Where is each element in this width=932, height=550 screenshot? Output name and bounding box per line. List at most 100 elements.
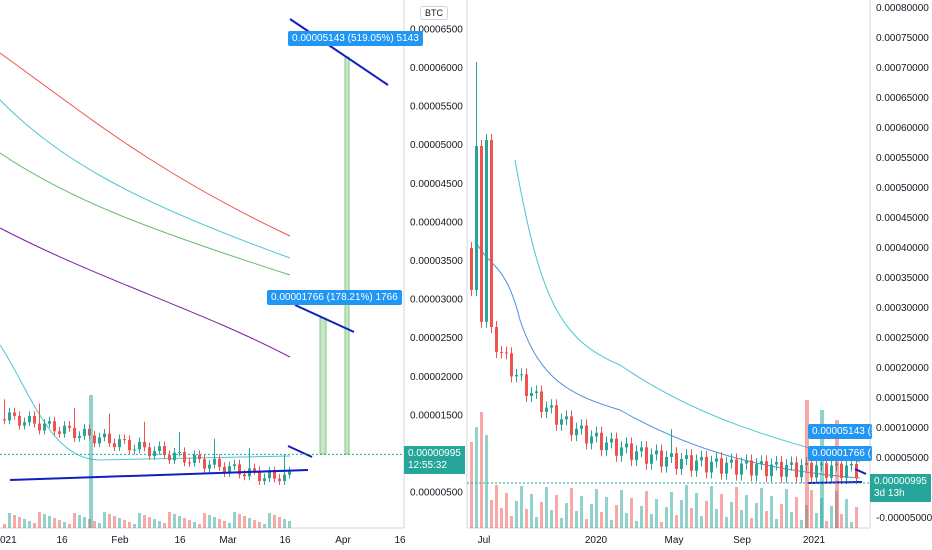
left-candle-body [253,468,256,472]
right-candle-body [740,463,743,475]
right-candle-body [715,458,718,462]
left-y-tick-label: 0.00004000 [410,217,463,228]
left-volume-bar [228,523,231,528]
left-candle-body [18,415,21,426]
left-candle-body [283,474,286,482]
left-candle-body [63,425,66,434]
right-volume-bar [475,427,478,528]
right-candle-body [620,447,623,456]
left-volume-bar [98,523,101,528]
left-volume-bar [73,513,76,528]
left-candle-body [23,422,26,426]
left-ma-red-line [0,52,291,237]
left-y-tick-label: 0.00002500 [410,333,463,344]
right-candle-body [785,464,788,477]
right-volume-spike-b [820,410,824,528]
right-volume-bar [700,516,703,528]
right-candle-body [750,460,753,476]
right-candle-body [855,463,858,479]
countdown-left: 12:55:32 [408,460,447,471]
right-candle-body [720,458,723,474]
right-volume-spike-c [835,420,839,528]
left-volume-bar [58,520,61,528]
right-y-tick-label: 0.00015000 [876,393,929,404]
left-volume-bar [148,517,151,528]
right-volume-bar [630,498,633,528]
left-volume-bar [168,512,171,528]
right-y-tick-label: 0.00060000 [876,123,929,134]
right-volume-bar [730,502,733,528]
left-candle-body [58,431,61,434]
right-volume-bar [620,490,623,528]
left-candle-body [128,439,131,451]
left-candle-body [213,458,216,465]
right-volume-bar [685,485,688,528]
right-volume-bar [810,490,813,528]
left-candle-body [8,412,11,421]
left-volume-bar [43,514,46,528]
right-y-tick-label: 0.00020000 [876,363,929,374]
left-candle-body [158,446,161,452]
left-support-trendline [9,469,309,481]
left-volume-bar [138,513,141,528]
measure-label-top-right: 0.00005143 (51 [808,424,872,439]
left-volume-bar [193,522,196,528]
right-volume-bar [645,491,648,528]
left-volume-bar [78,515,81,528]
right-volume-bar [845,499,848,528]
left-volume-bar [93,521,96,528]
right-y-tick-label: 0.00055000 [876,153,929,164]
left-volume-bar [123,520,126,528]
right-candle-body [695,460,698,471]
current-price-badge-left: 0.00000995 12:55:32 [404,446,465,474]
right-volume-bar [780,504,783,528]
left-candle-body [193,455,196,463]
right-candle-body [765,461,768,477]
left-volume-bar [143,515,146,528]
right-candle-body [840,463,843,479]
left-projection-bar-mid [319,317,327,455]
right-volume-bar [600,512,603,528]
right-volume-bar [525,509,528,528]
right-volume-bar [595,489,598,528]
right-candle-body [830,465,833,478]
left-candle-body [53,421,56,432]
left-volume-bar [83,517,86,528]
left-volume-bar [263,524,266,528]
right-candle-body [480,146,483,322]
right-x-tick-label: 2020 [585,535,608,546]
right-candle-body [640,447,643,452]
left-candle-body [108,433,111,444]
left-candle-body [143,441,146,448]
left-candle-body [43,423,46,431]
right-volume-bar [825,521,828,528]
right-candle-body [845,465,848,479]
right-y-tick-label: 0.00035000 [876,273,929,284]
right-candle-body [500,351,503,353]
left-candle-body [78,435,81,439]
right-candle-body [770,464,773,477]
right-candle-body [615,438,618,456]
right-volume-bar [585,519,588,528]
right-candle-body [600,432,603,451]
left-candle-body [68,425,71,428]
right-volume-bar [555,495,558,528]
right-candle-body [530,393,533,397]
left-volume-bar [128,522,131,528]
measure-label-mid-right: 0.00001766 (178 [808,446,872,461]
left-volume-bar [68,524,71,528]
left-candle-body [173,452,176,461]
left-x-tick-label: 021 [0,535,17,546]
left-volume-bar [278,517,281,528]
right-volume-bar [660,522,663,528]
left-y-tick-label: 0.00001500 [410,410,463,421]
left-candle-body [278,478,281,482]
right-candle-body [555,405,558,425]
right-candle-body [520,374,523,376]
left-candle-body [188,462,191,464]
currency-pill[interactable]: BTC [420,6,448,20]
left-x-tick-label: Feb [111,535,129,546]
right-candle-body [635,451,638,461]
left-volume-bar [243,516,246,528]
right-candle-body [825,463,828,478]
